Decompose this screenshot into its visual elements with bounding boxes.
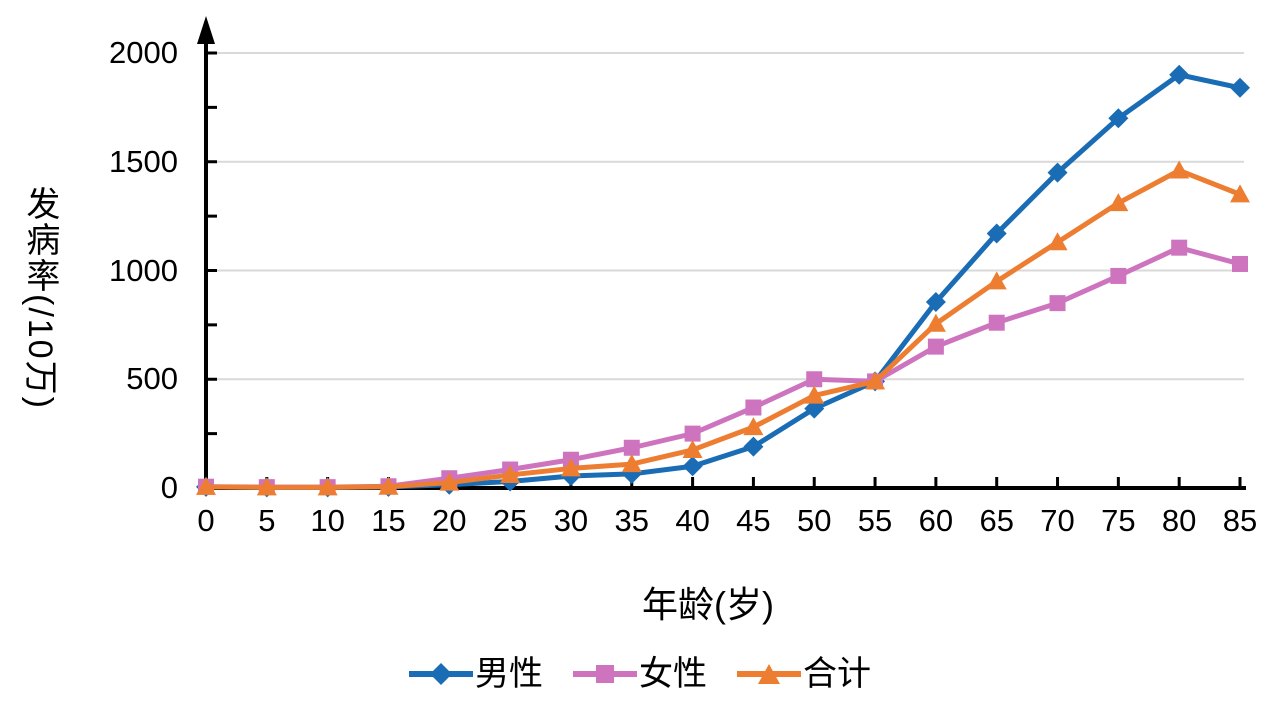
series-line-female: [203, 245, 1243, 490]
marker-male: [743, 436, 764, 457]
marker-female: [1171, 239, 1188, 256]
legend-item-total: 合计: [737, 654, 871, 694]
marker-male: [986, 223, 1007, 244]
marker-total: [317, 477, 338, 496]
marker-female: [927, 338, 944, 355]
marker-female: [1232, 255, 1248, 272]
marker-male: [804, 398, 825, 419]
legend-label-female: 女性: [639, 655, 707, 693]
x-tick-label-75: 75: [1101, 503, 1136, 538]
marker-total: [196, 476, 216, 495]
marker-total: [925, 313, 946, 332]
marker-total: [743, 417, 764, 436]
x-tick-label-0: 0: [197, 503, 215, 538]
x-tick-label-30: 30: [553, 503, 589, 538]
legend-marker-female: [573, 665, 637, 683]
x-tick-label-5: 5: [258, 503, 276, 538]
series-line-male: [203, 72, 1243, 490]
marker-total: [621, 454, 642, 473]
x-tick-label-70: 70: [1040, 503, 1075, 538]
marker-total: [682, 439, 703, 458]
marker-male: [682, 456, 703, 477]
y-tick-label-1500: 1500: [109, 143, 178, 179]
marker-female: [806, 371, 823, 388]
x-tick-label-25: 25: [492, 503, 528, 538]
marker-total: [256, 477, 277, 496]
x-tick-label-20: 20: [432, 503, 467, 538]
marker-total: [986, 271, 1007, 290]
marker-total: [865, 371, 886, 390]
marker-total: [1047, 232, 1068, 251]
marker-female: [684, 425, 701, 442]
y-axis-title: 发病率(/10万): [16, 186, 62, 410]
marker-female: [988, 314, 1005, 331]
y-tick-label-500: 500: [126, 361, 178, 397]
marker-male: [925, 292, 946, 313]
marker-female: [1049, 295, 1066, 312]
marker-total: [439, 472, 460, 491]
x-tick-label-10: 10: [310, 503, 345, 538]
marker-total: [1169, 160, 1190, 179]
x-tick-label-55: 55: [857, 503, 893, 538]
series-line-total: [203, 167, 1243, 490]
x-tick-label-85: 85: [1222, 503, 1258, 538]
marker-male: [1047, 162, 1068, 183]
x-tick-label-40: 40: [675, 503, 710, 538]
x-axis-title: 年龄(岁): [642, 584, 774, 625]
y-axis-title-unit: (/10万): [20, 294, 59, 410]
y-tick-label-0: 0: [160, 470, 178, 505]
y-axis-arrow: [197, 16, 215, 44]
marker-total: [1108, 193, 1129, 212]
marker-male: [1169, 64, 1190, 85]
x-tick-label-50: 50: [796, 503, 832, 538]
marker-male: [1108, 108, 1129, 129]
x-tick-label-15: 15: [371, 503, 406, 538]
y-tick-label-1000: 1000: [109, 252, 178, 288]
marker-male: [1230, 77, 1250, 98]
marker-total: [804, 385, 825, 404]
marker-female: [1110, 267, 1127, 284]
x-tick-label-35: 35: [614, 503, 649, 538]
marker-female: [623, 439, 640, 456]
marker-female: [745, 399, 762, 416]
marker-total: [1230, 184, 1250, 203]
marker-total: [500, 464, 521, 483]
marker-total: [560, 458, 581, 477]
legend-label-total: 合计: [803, 655, 871, 693]
x-tick-label-60: 60: [918, 503, 954, 538]
x-tick-label-80: 80: [1161, 503, 1197, 538]
marker-total: [378, 476, 399, 495]
legend-item-male: 男性: [409, 654, 543, 694]
legend: 男性 女性 合计: [409, 654, 871, 694]
x-tick-label-65: 65: [979, 503, 1014, 538]
y-axis-title-text: 发病率: [20, 186, 59, 294]
legend-label-male: 男性: [475, 655, 543, 693]
legend-marker-total: [737, 664, 801, 684]
y-tick-label-2000: 2000: [109, 35, 178, 70]
legend-item-female: 女性: [573, 654, 707, 694]
legend-marker-male: [409, 663, 473, 685]
x-tick-label-45: 45: [736, 503, 771, 538]
